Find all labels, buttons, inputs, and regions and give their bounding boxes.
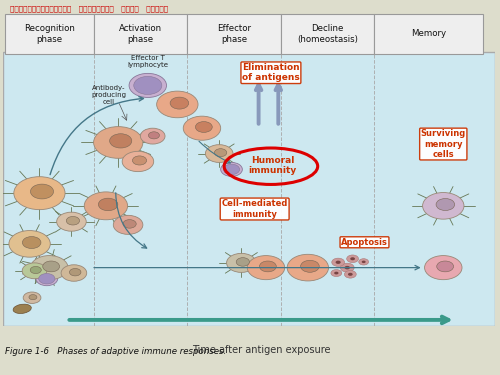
Circle shape bbox=[38, 273, 55, 284]
Circle shape bbox=[344, 270, 356, 278]
Circle shape bbox=[9, 231, 50, 257]
Circle shape bbox=[156, 91, 198, 118]
Circle shape bbox=[220, 162, 242, 176]
Circle shape bbox=[84, 192, 128, 220]
Circle shape bbox=[170, 97, 188, 109]
Circle shape bbox=[122, 152, 154, 172]
Text: Apoptosis: Apoptosis bbox=[341, 238, 388, 247]
FancyBboxPatch shape bbox=[281, 14, 374, 54]
Circle shape bbox=[424, 256, 462, 280]
FancyBboxPatch shape bbox=[5, 14, 94, 54]
Circle shape bbox=[29, 295, 37, 300]
FancyBboxPatch shape bbox=[374, 14, 482, 54]
Circle shape bbox=[226, 254, 256, 272]
Circle shape bbox=[348, 273, 352, 276]
Text: Cell-mediated
immunity: Cell-mediated immunity bbox=[222, 199, 288, 219]
Circle shape bbox=[300, 260, 319, 272]
Text: Antibody-
producing
cell: Antibody- producing cell bbox=[91, 85, 126, 105]
Circle shape bbox=[344, 266, 350, 269]
Circle shape bbox=[22, 263, 47, 279]
Circle shape bbox=[350, 257, 355, 260]
Circle shape bbox=[61, 265, 86, 281]
Circle shape bbox=[123, 220, 136, 228]
Circle shape bbox=[22, 237, 41, 249]
Circle shape bbox=[346, 255, 358, 262]
Circle shape bbox=[134, 76, 162, 94]
Circle shape bbox=[236, 258, 250, 266]
FancyBboxPatch shape bbox=[187, 14, 281, 54]
Circle shape bbox=[36, 272, 58, 286]
Text: Surviving
memory
cells: Surviving memory cells bbox=[420, 129, 466, 159]
Circle shape bbox=[30, 184, 54, 199]
Circle shape bbox=[30, 267, 42, 274]
Circle shape bbox=[362, 261, 366, 263]
Circle shape bbox=[66, 216, 80, 225]
Circle shape bbox=[436, 198, 454, 210]
Circle shape bbox=[140, 128, 165, 144]
Circle shape bbox=[358, 259, 368, 265]
Text: Humoral
immunity: Humoral immunity bbox=[248, 156, 296, 175]
Circle shape bbox=[110, 134, 132, 148]
Circle shape bbox=[436, 261, 454, 272]
Text: Activation
phase: Activation phase bbox=[119, 24, 162, 44]
Circle shape bbox=[98, 198, 118, 211]
Circle shape bbox=[206, 145, 233, 162]
Text: Effector T
lymphocyte: Effector T lymphocyte bbox=[128, 55, 168, 68]
Circle shape bbox=[340, 263, 354, 272]
Text: Memory: Memory bbox=[411, 29, 446, 38]
Text: Decline
(homeostasis): Decline (homeostasis) bbox=[297, 24, 358, 44]
Circle shape bbox=[422, 192, 464, 219]
Circle shape bbox=[23, 292, 41, 303]
Circle shape bbox=[183, 116, 220, 140]
Circle shape bbox=[214, 148, 227, 157]
Text: Figure 1-6   Phases of adaptive immune responses.: Figure 1-6 Phases of adaptive immune res… bbox=[5, 347, 226, 356]
Circle shape bbox=[132, 156, 146, 165]
Circle shape bbox=[248, 256, 284, 280]
Circle shape bbox=[94, 127, 143, 158]
Circle shape bbox=[331, 270, 342, 276]
Text: 本不能记住并的结合抗体多多用   不能优先利用快捷   添加植化   加右下来乡: 本不能记住并的结合抗体多多用 不能优先利用快捷 添加植化 加右下来乡 bbox=[10, 6, 168, 12]
Circle shape bbox=[334, 272, 338, 274]
Circle shape bbox=[129, 74, 166, 98]
Circle shape bbox=[336, 261, 340, 264]
Text: Elimination
of antigens: Elimination of antigens bbox=[242, 63, 300, 82]
Circle shape bbox=[287, 254, 329, 281]
Circle shape bbox=[114, 215, 143, 234]
Circle shape bbox=[148, 132, 160, 139]
Circle shape bbox=[70, 268, 81, 276]
Circle shape bbox=[332, 258, 344, 266]
Ellipse shape bbox=[13, 304, 32, 313]
Circle shape bbox=[196, 122, 212, 132]
Circle shape bbox=[56, 212, 86, 231]
Circle shape bbox=[30, 256, 68, 280]
FancyBboxPatch shape bbox=[94, 14, 187, 54]
Circle shape bbox=[224, 164, 240, 175]
Circle shape bbox=[260, 261, 276, 272]
Text: Time after antigen exposure: Time after antigen exposure bbox=[192, 345, 330, 355]
Circle shape bbox=[14, 177, 65, 210]
Text: Recognition
phase: Recognition phase bbox=[24, 24, 74, 44]
Bar bbox=[2, 52, 495, 326]
Circle shape bbox=[42, 261, 59, 272]
Text: Effector
phase: Effector phase bbox=[217, 24, 251, 44]
